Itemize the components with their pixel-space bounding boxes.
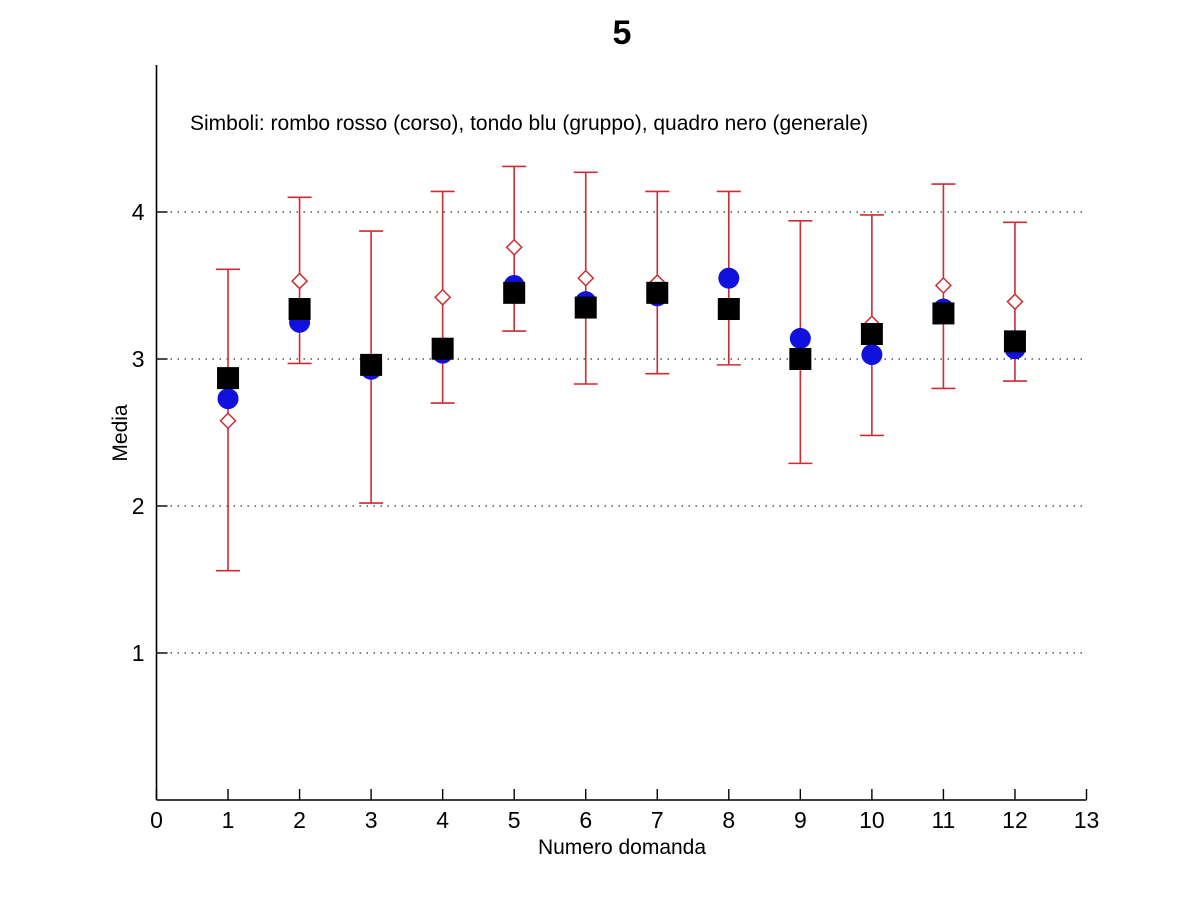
marker-corso-diamond xyxy=(291,272,309,290)
y-tick-label: 3 xyxy=(132,346,145,372)
marker-gruppo-circle xyxy=(217,388,239,410)
x-axis-label: Numero domanda xyxy=(537,836,707,859)
x-tick-label: 5 xyxy=(508,807,521,833)
marker-generale-square xyxy=(932,302,955,325)
marker-generale-square xyxy=(431,337,454,360)
marker-generale-square xyxy=(860,323,883,346)
marker-corso-diamond xyxy=(505,238,523,256)
x-tick-label: 1 xyxy=(222,807,235,833)
x-tick-label: 9 xyxy=(794,807,807,833)
marker-corso-diamond xyxy=(1006,293,1024,311)
marker-gruppo-circle xyxy=(718,267,740,289)
marker-generale-square xyxy=(360,353,383,376)
x-tick-label: 13 xyxy=(1074,807,1100,833)
x-tick-label: 7 xyxy=(651,807,664,833)
x-tick-label: 6 xyxy=(579,807,592,833)
marker-generale-square xyxy=(646,281,669,304)
y-tick-label: 2 xyxy=(132,493,145,519)
x-tick-label: 8 xyxy=(722,807,735,833)
marker-corso-diamond xyxy=(577,269,595,287)
x-tick-label: 10 xyxy=(859,807,885,833)
x-tick-label: 3 xyxy=(365,807,378,833)
marker-generale-square xyxy=(789,348,812,370)
y-tick-label: 1 xyxy=(132,640,145,666)
marker-generale-square xyxy=(717,298,740,321)
marker-corso-diamond xyxy=(219,412,237,430)
marker-gruppo-circle xyxy=(861,344,883,366)
x-tick-label: 0 xyxy=(150,807,163,833)
x-tick-label: 11 xyxy=(931,807,955,833)
marker-corso-diamond xyxy=(934,276,952,295)
marker-generale-square xyxy=(217,367,240,390)
marker-generale-square xyxy=(503,281,526,304)
marker-generale-square xyxy=(288,298,311,321)
marker-generale-square xyxy=(1003,330,1026,353)
marker-generale-square xyxy=(574,296,597,319)
marker-corso-diamond xyxy=(434,288,452,306)
legend-annotation: Simboli: rombo rosso (corso), tondo blu … xyxy=(190,112,869,135)
x-tick-label: 12 xyxy=(1002,807,1028,833)
marker-gruppo-circle xyxy=(789,327,811,349)
chart-title: 5 xyxy=(612,14,632,52)
x-tick-label: 4 xyxy=(436,807,449,833)
x-tick-label: 2 xyxy=(293,807,306,833)
y-tick-label: 4 xyxy=(132,199,145,225)
